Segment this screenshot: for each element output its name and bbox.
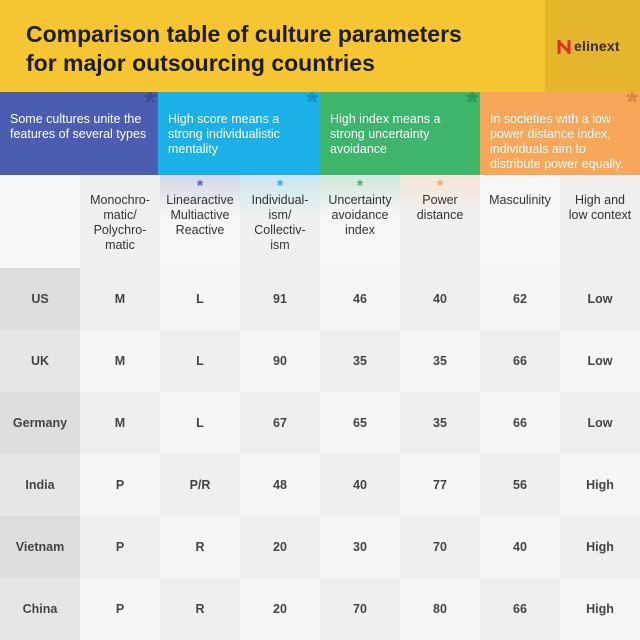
table-cell: P	[80, 578, 160, 640]
table-cell: 70	[320, 578, 400, 640]
table-cell: 20	[240, 516, 320, 578]
table-cell: 91	[240, 268, 320, 330]
asterisk: *	[306, 92, 318, 119]
table-cell: 46	[320, 268, 400, 330]
table-cell: High	[560, 578, 640, 640]
table-cell: L	[160, 392, 240, 454]
note: Some cultures unite the features of seve…	[0, 92, 158, 175]
table-cell: 77	[400, 454, 480, 516]
column-header: Linearactive Multiactive Reactive *	[160, 175, 240, 268]
note-text: Some cultures unite the features of seve…	[10, 112, 147, 141]
table-cell: P	[80, 454, 160, 516]
asterisk: *	[196, 178, 204, 195]
row-header: Germany	[0, 392, 80, 454]
table-cell: 56	[480, 454, 560, 516]
table-cell: R	[160, 578, 240, 640]
asterisk: *	[356, 178, 364, 195]
row-header: US	[0, 268, 80, 330]
column-header: Individual- ism/ Collectiv- ism *	[240, 175, 320, 268]
table-cell: 35	[400, 330, 480, 392]
logo-text: elinext	[574, 38, 620, 54]
table-cell: M	[80, 330, 160, 392]
table-cell: 40	[480, 516, 560, 578]
column-header: Monochro- matic/ Polychro- matic	[80, 175, 160, 268]
title-line: Comparison table of culture parameters	[26, 21, 462, 47]
table-cell: Low	[560, 330, 640, 392]
table-cell: M	[80, 392, 160, 454]
row-header: India	[0, 454, 80, 516]
table-cell: 62	[480, 268, 560, 330]
table-cell: 40	[400, 268, 480, 330]
table-cell: 40	[320, 454, 400, 516]
table-cell: 66	[480, 578, 560, 640]
table-cell: R	[160, 516, 240, 578]
asterisk: *	[144, 92, 156, 119]
row-header: Vietnam	[0, 516, 80, 578]
table-cell: 80	[400, 578, 480, 640]
asterisk: *	[436, 178, 444, 195]
asterisk: *	[626, 92, 638, 119]
column-header: Uncertainty avoidance index *	[320, 175, 400, 268]
title: Comparison table of culture parameters f…	[26, 20, 536, 78]
note: High index means a strong uncertainty av…	[320, 92, 480, 175]
table-cell: 70	[400, 516, 480, 578]
table-cell: 66	[480, 330, 560, 392]
table-cell: 65	[320, 392, 400, 454]
table-cell: P	[80, 516, 160, 578]
table-cell: 66	[480, 392, 560, 454]
note-text: High index means a strong uncertainty av…	[330, 112, 441, 156]
table-cell: Low	[560, 392, 640, 454]
asterisk: *	[276, 178, 284, 195]
logo-box	[545, 0, 640, 92]
table-cell: 30	[320, 516, 400, 578]
row-header: UK	[0, 330, 80, 392]
table-cell: 20	[240, 578, 320, 640]
table-cell: 35	[400, 392, 480, 454]
header-band	[0, 0, 640, 92]
column-header: Masculinity	[480, 175, 560, 268]
row-header: China	[0, 578, 80, 640]
note-text: In societies with a low power distance i…	[490, 112, 624, 171]
table-cell: High	[560, 454, 640, 516]
column-header: High and low context	[560, 175, 640, 268]
table-cell: P/R	[160, 454, 240, 516]
logo-icon	[557, 40, 571, 54]
note-text: High score means a strong individualisti…	[168, 112, 280, 156]
table-cell: 48	[240, 454, 320, 516]
table-cell: L	[160, 330, 240, 392]
table-cell: High	[560, 516, 640, 578]
table-cell: 35	[320, 330, 400, 392]
table-cell: 67	[240, 392, 320, 454]
note: In societies with a low power distance i…	[480, 92, 640, 175]
asterisk: *	[466, 92, 478, 119]
note: High score means a strong individualisti…	[158, 92, 320, 175]
table-cell: 90	[240, 330, 320, 392]
title-line: for major outsourcing countries	[26, 50, 375, 76]
table-cell: M	[80, 268, 160, 330]
table-cell: L	[160, 268, 240, 330]
table-cell: Low	[560, 268, 640, 330]
header-corner	[0, 175, 80, 268]
column-header: Power distance *	[400, 175, 480, 268]
